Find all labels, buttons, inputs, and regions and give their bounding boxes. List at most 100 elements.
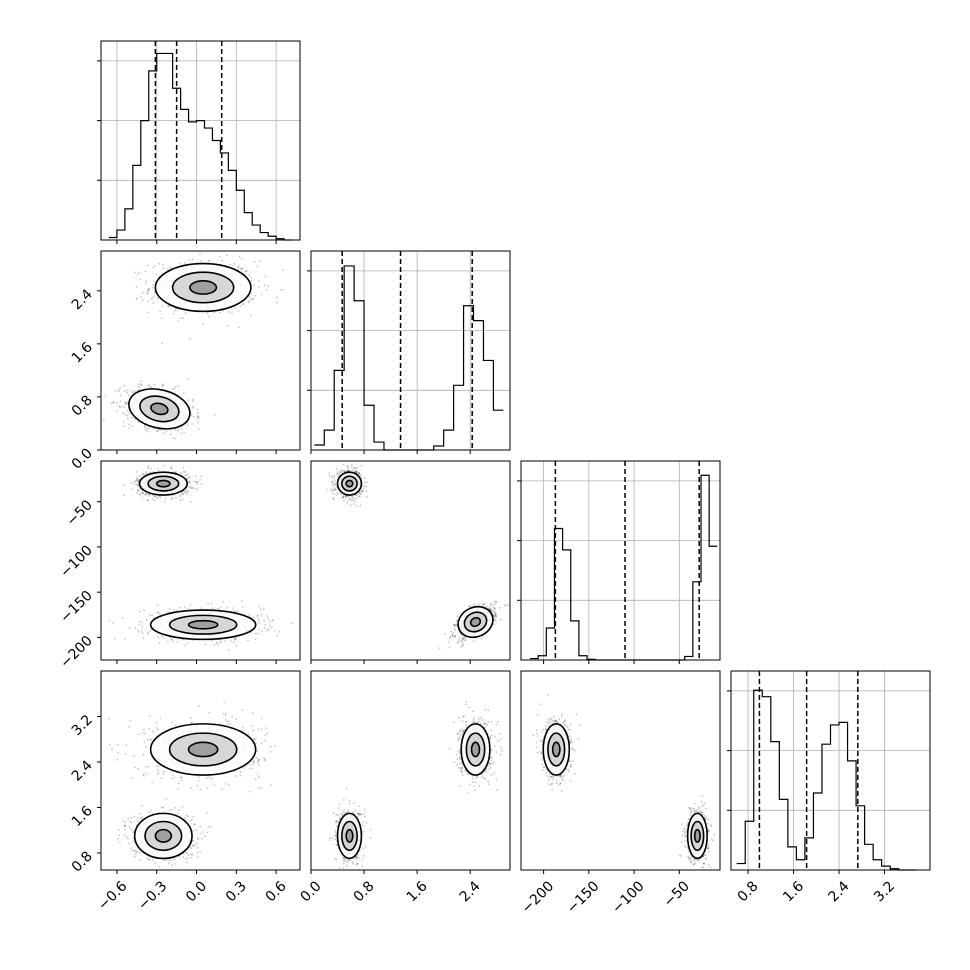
sample-point <box>179 494 182 497</box>
sample-point <box>174 497 177 499</box>
sample-point <box>355 494 358 496</box>
sample-point <box>161 385 164 387</box>
sample-point <box>135 471 138 473</box>
sample-point <box>271 619 273 621</box>
sample-point <box>346 465 349 468</box>
sample-point <box>200 475 203 478</box>
sample-point <box>191 423 194 425</box>
sample-point <box>140 380 143 383</box>
sample-point <box>342 495 345 498</box>
sample-point <box>460 646 463 648</box>
sample-point <box>145 746 147 749</box>
sample-point <box>123 425 126 428</box>
sample-point <box>141 621 143 624</box>
sample-point <box>221 788 223 791</box>
sample-point <box>361 491 363 493</box>
sample-point <box>143 609 145 612</box>
sample-point <box>135 479 138 482</box>
sample-point <box>353 497 355 500</box>
sample-point <box>163 501 166 503</box>
sample-point <box>187 378 189 381</box>
sample-point <box>158 642 161 644</box>
sample-point <box>126 410 129 412</box>
sample-point <box>155 496 158 498</box>
histogram-step <box>108 52 293 241</box>
sample-point <box>169 433 172 436</box>
sample-point <box>188 337 191 340</box>
sample-point <box>147 631 150 634</box>
sample-point <box>156 497 159 500</box>
sample-point <box>186 493 188 496</box>
sample-point <box>185 474 188 477</box>
sample-point <box>180 776 183 779</box>
sample-point <box>146 430 149 433</box>
sample-point <box>255 742 257 745</box>
sample-point <box>232 607 235 609</box>
sample-point <box>177 385 180 388</box>
sample-point <box>252 616 255 619</box>
sample-point <box>128 412 131 415</box>
sample-point <box>113 637 116 640</box>
sample-point <box>185 492 188 494</box>
sample-point <box>348 497 351 500</box>
sample-point <box>252 763 255 766</box>
sample-point <box>226 324 229 327</box>
sample-point <box>182 317 185 320</box>
sample-point <box>460 640 462 642</box>
sample-point <box>495 615 498 618</box>
sample-point <box>157 765 160 768</box>
sample-point <box>186 477 188 480</box>
sample-point <box>190 787 192 789</box>
panel-frame <box>100 40 301 241</box>
sample-point <box>190 413 193 416</box>
sample-point <box>461 638 464 640</box>
sample-point <box>365 486 368 488</box>
sample-point <box>158 263 161 265</box>
sample-point <box>207 260 210 262</box>
sample-point <box>133 482 136 485</box>
sample-point <box>123 494 125 497</box>
sample-point <box>366 481 368 483</box>
sample-point <box>263 619 266 622</box>
sample-point <box>237 265 240 268</box>
sample-point <box>493 618 496 621</box>
sample-point <box>143 741 146 744</box>
sample-point <box>335 484 338 487</box>
sample-point <box>161 305 164 308</box>
sample-point <box>126 418 129 420</box>
sample-point <box>188 480 191 483</box>
sample-point <box>238 326 241 329</box>
sample-point <box>252 297 254 300</box>
sample-point <box>493 611 496 614</box>
sample-point <box>482 603 485 605</box>
sample-point <box>235 637 237 640</box>
sample-point <box>184 490 187 493</box>
sample-point <box>453 624 456 627</box>
sample-point <box>456 641 459 644</box>
sample-point <box>146 499 149 502</box>
sample-point <box>364 485 366 487</box>
sample-point <box>155 273 158 276</box>
sample-point <box>179 472 182 474</box>
sample-point <box>225 720 228 723</box>
sample-point <box>134 627 137 629</box>
sample-point <box>342 469 345 472</box>
sample-point <box>234 306 237 309</box>
sample-point <box>482 603 485 606</box>
sample-point <box>181 779 183 782</box>
sample-point <box>159 717 162 720</box>
sample-point <box>183 470 185 473</box>
sample-point <box>166 268 169 271</box>
sample-point <box>260 728 263 730</box>
sample-point <box>173 777 176 779</box>
sample-point <box>453 627 456 630</box>
sample-point <box>493 607 496 610</box>
sample-point <box>485 605 488 608</box>
sample-point <box>103 419 105 421</box>
sample-point <box>145 773 147 775</box>
sample-point <box>197 421 200 424</box>
sample-point <box>153 383 156 386</box>
sample-point <box>140 384 143 387</box>
sample-point <box>198 417 200 419</box>
sample-point <box>139 493 142 496</box>
